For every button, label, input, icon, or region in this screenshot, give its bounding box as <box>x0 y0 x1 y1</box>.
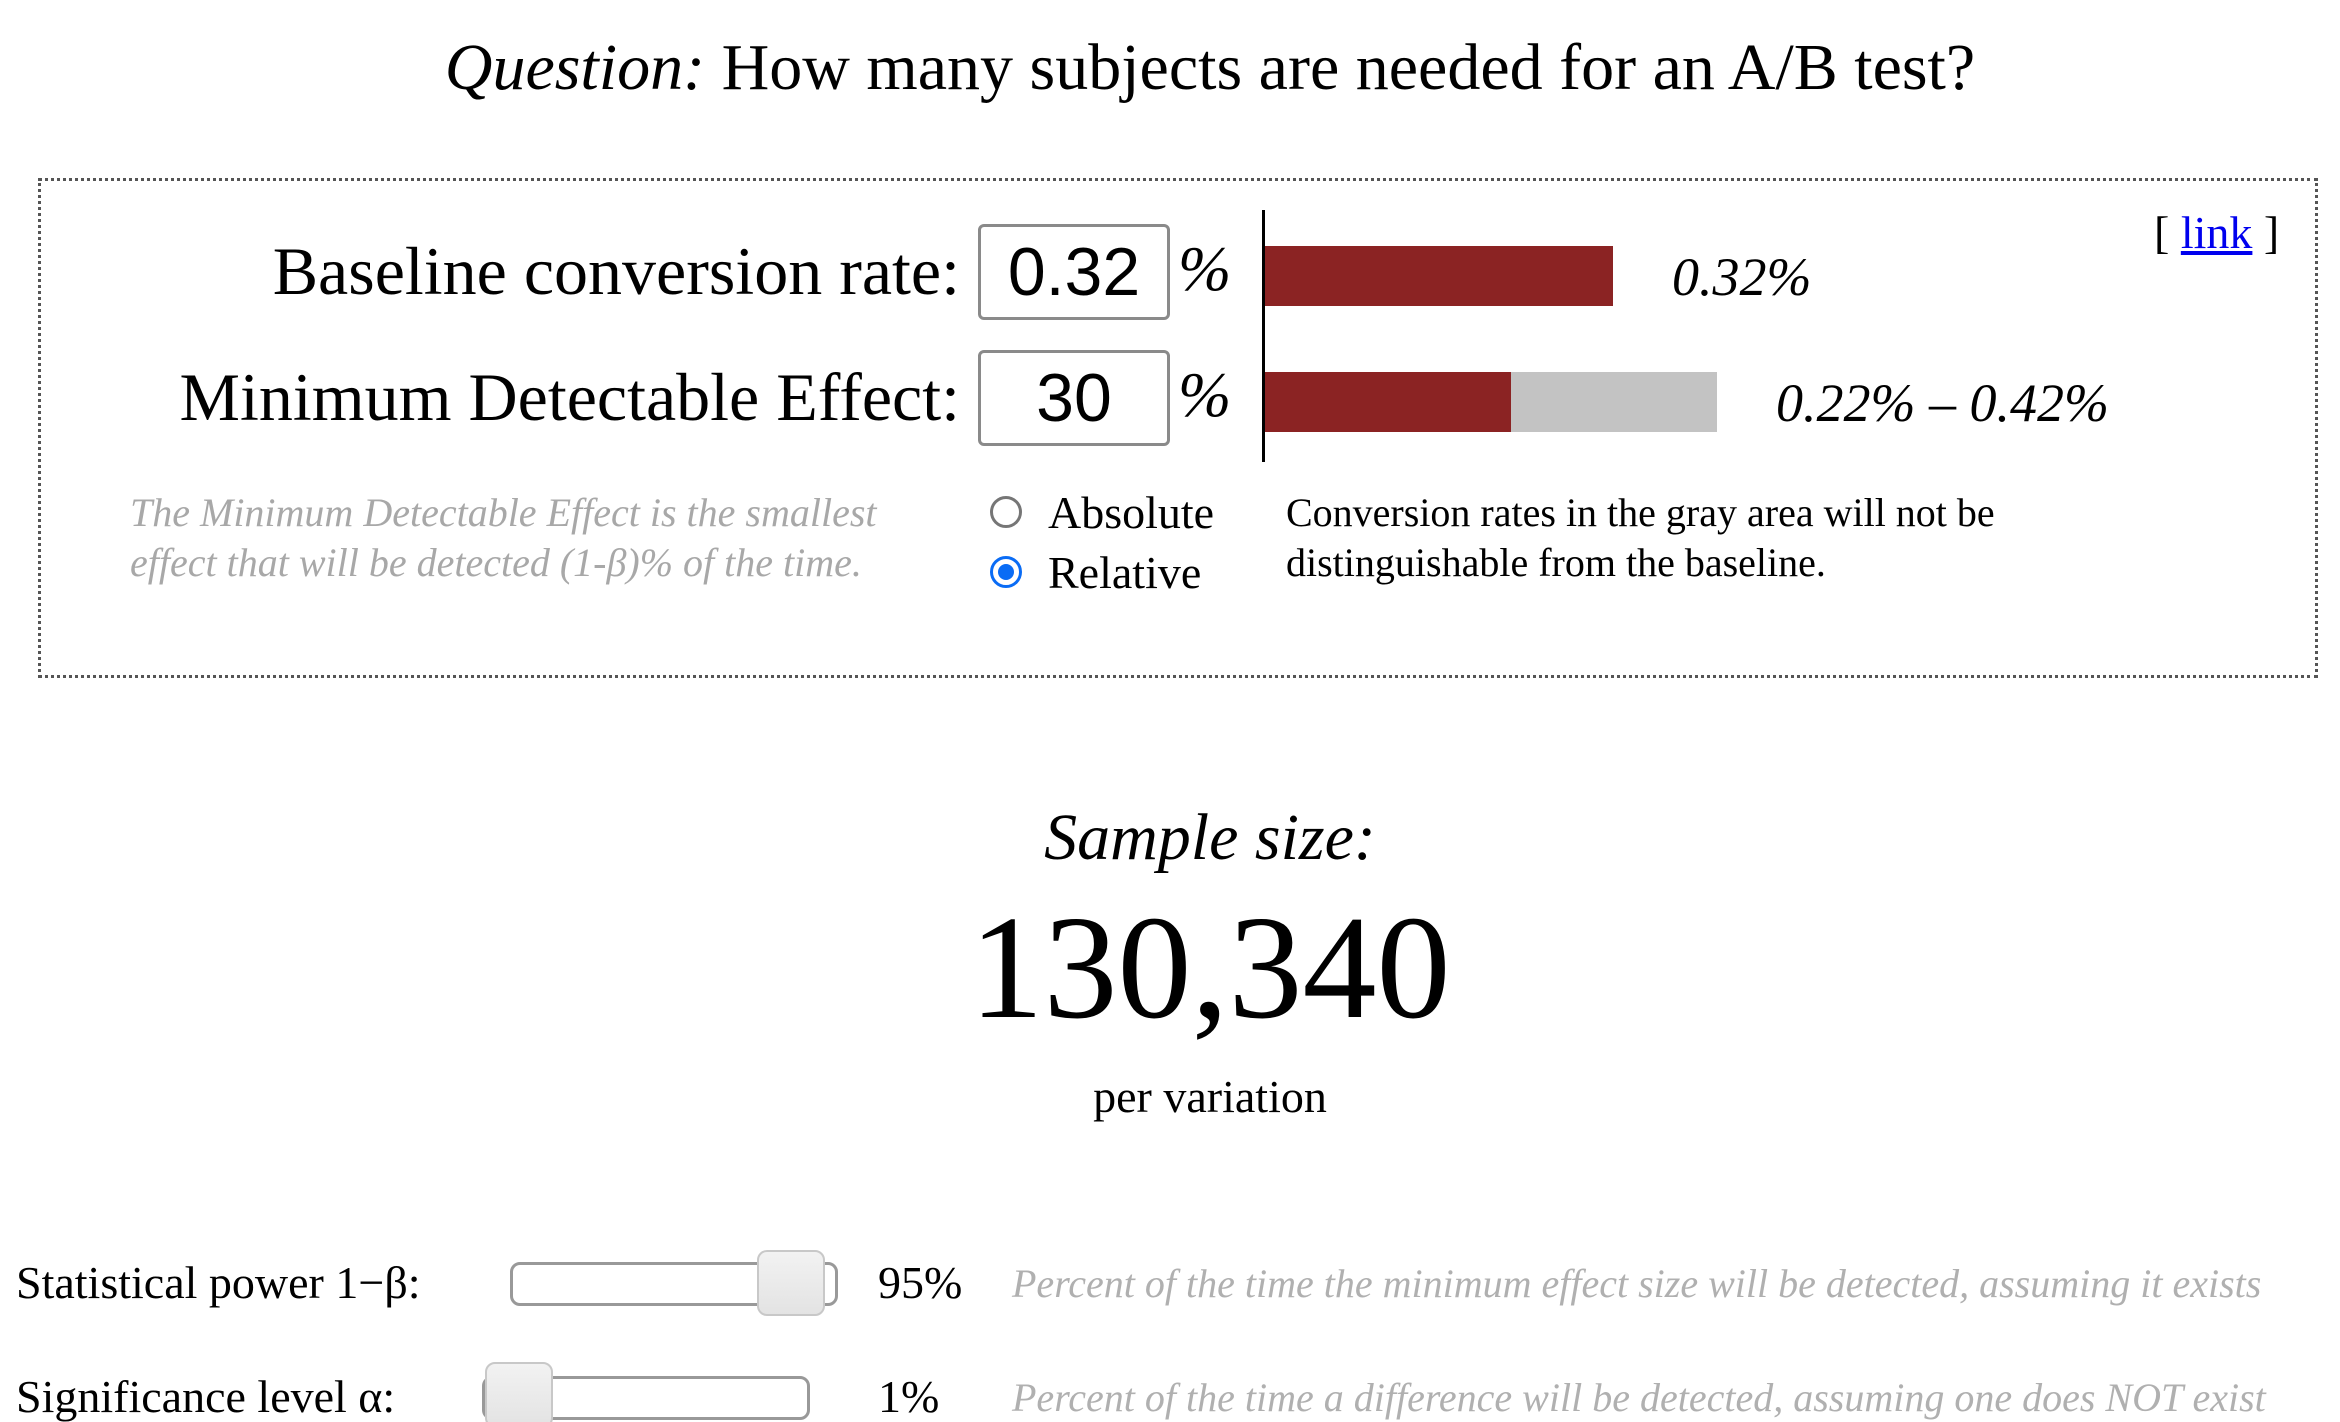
gray-area-explanation: Conversion rates in the gray area will n… <box>1286 490 1995 585</box>
question-prefix: Question: <box>444 31 706 104</box>
question-heading: Question: How many subjects are needed f… <box>0 18 2340 118</box>
question-text: How many subjects are needed for an A/B … <box>721 31 1976 104</box>
radio-relative-circle[interactable] <box>990 556 1022 588</box>
radio-absolute-circle[interactable] <box>990 496 1022 528</box>
sample-size-value: 130,340 <box>969 886 1451 1050</box>
baseline-conversion-input[interactable] <box>978 224 1170 320</box>
power-slider-description: Percent of the time the minimum effect s… <box>1012 1261 2262 1306</box>
radio-absolute[interactable]: Absolute <box>990 484 1214 540</box>
significance-slider-thumb[interactable] <box>485 1362 553 1422</box>
baseline-conversion-label: Baseline conversion rate: <box>272 233 960 309</box>
significance-slider-description: Percent of the time a difference will be… <box>1012 1375 2266 1420</box>
radio-relative[interactable]: Relative <box>990 544 1201 600</box>
link-close-bracket: ] <box>2263 207 2280 258</box>
sample-size-unit: per variation <box>1093 1071 1327 1122</box>
bar-axis-line <box>1262 210 1265 462</box>
mde-percent-sign: % <box>1178 359 1232 430</box>
significance-slider-value: 1% <box>878 1371 940 1422</box>
power-slider-thumb[interactable] <box>757 1250 825 1316</box>
baseline-percent-sign: % <box>1178 233 1232 304</box>
power-slider-label: Statistical power 1−β: <box>16 1257 421 1308</box>
mde-label: Minimum Detectable Effect: <box>179 359 960 435</box>
significance-slider-label: Significance level α: <box>16 1371 396 1422</box>
mde-explanation: The Minimum Detectable Effect is the sma… <box>130 490 877 585</box>
lower-bound-bar <box>1265 372 1511 432</box>
power-slider-value: 95% <box>878 1257 963 1308</box>
calculator-panel <box>38 178 2318 678</box>
mde-input[interactable] <box>978 350 1170 446</box>
link-anchor[interactable]: link <box>2180 207 2253 258</box>
baseline-rate-bar-label: 0.32% <box>1672 247 1812 307</box>
radio-absolute-label[interactable]: Absolute <box>1048 486 1215 538</box>
permalink: [ link ] <box>2154 206 2279 259</box>
radio-relative-label[interactable]: Relative <box>1048 546 1202 598</box>
sample-size-title: Sample size: <box>1044 801 1376 874</box>
range-bar-label: 0.22% – 0.42% <box>1776 373 2109 433</box>
baseline-rate-bar <box>1265 246 1613 306</box>
link-open-bracket: [ <box>2154 207 2170 258</box>
